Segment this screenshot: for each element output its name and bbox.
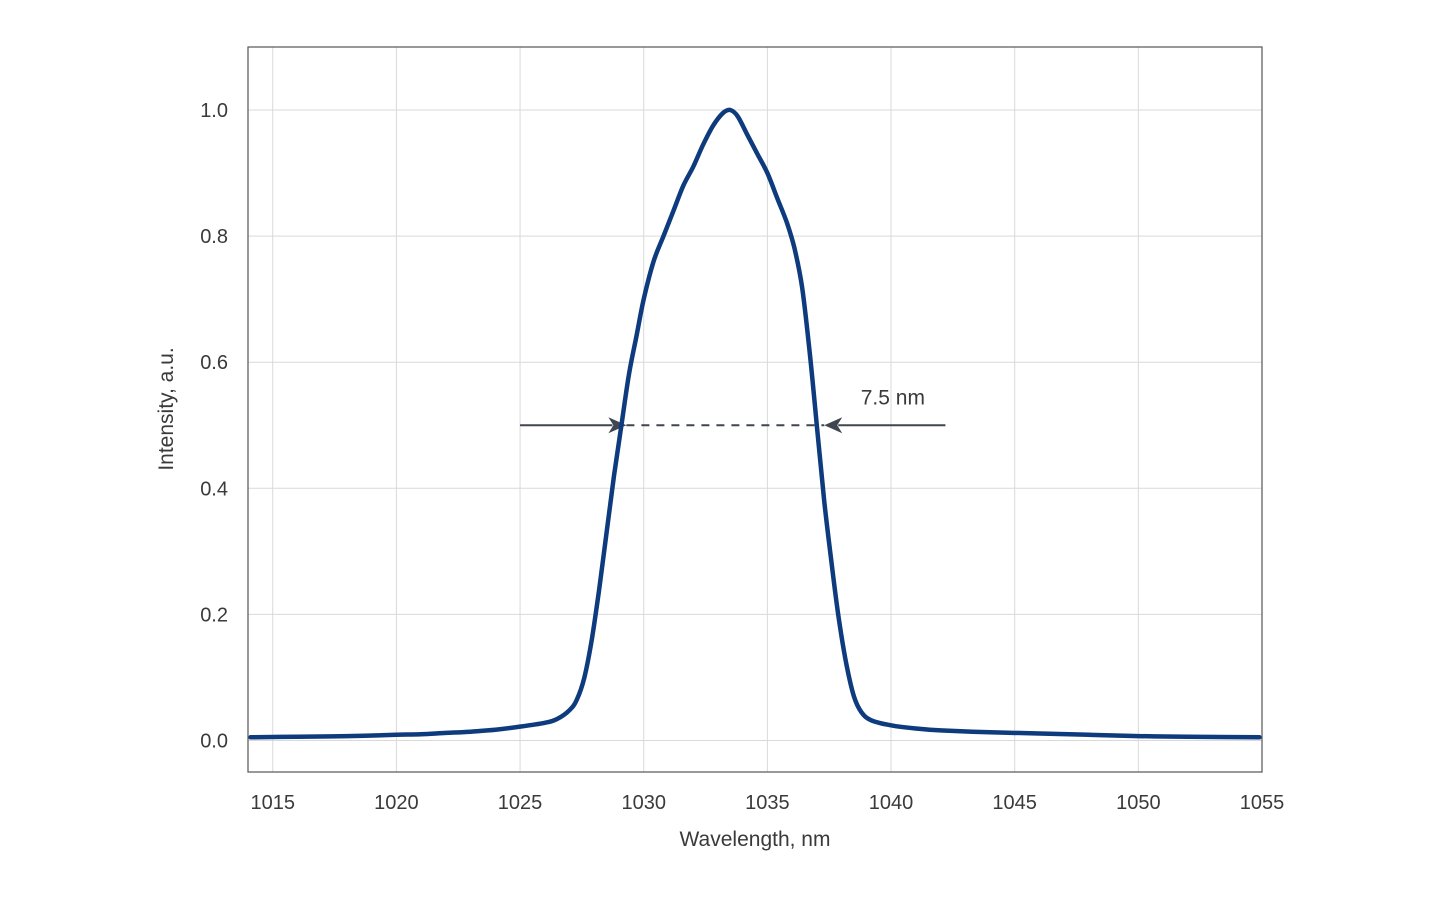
x-tick-label: 1055 xyxy=(1240,792,1285,814)
y-tick-label: 1.0 xyxy=(200,100,228,122)
y-tick-label: 0.2 xyxy=(200,604,228,626)
data-point xyxy=(590,638,593,641)
data-point xyxy=(444,731,447,734)
data-point xyxy=(519,725,522,728)
data-point xyxy=(568,709,571,712)
data-point xyxy=(712,124,715,127)
data-point xyxy=(870,719,873,722)
fwhm-arrow-right-head xyxy=(824,417,843,434)
y-tick-label: 0.0 xyxy=(200,730,228,752)
data-point xyxy=(1038,732,1041,735)
fwhm-label: 7.5 nm xyxy=(861,386,925,409)
data-point xyxy=(420,733,423,736)
data-point xyxy=(620,424,623,427)
data-point xyxy=(296,735,299,738)
data-point xyxy=(721,112,724,115)
data-point xyxy=(808,348,811,351)
data-point xyxy=(823,499,826,502)
data-point xyxy=(939,729,942,732)
data-point xyxy=(786,222,789,225)
x-tick-label: 1025 xyxy=(498,792,543,814)
data-point xyxy=(598,588,601,591)
data-point xyxy=(860,711,863,714)
y-tick-label: 0.8 xyxy=(200,226,228,248)
data-point xyxy=(575,698,578,701)
data-point xyxy=(830,563,833,566)
x-tick-label: 1020 xyxy=(374,792,419,814)
data-point xyxy=(890,724,893,727)
data-point xyxy=(395,733,398,736)
data-point xyxy=(662,235,665,238)
y-tick-label: 0.4 xyxy=(200,478,228,500)
data-point xyxy=(852,695,855,698)
data-point xyxy=(756,153,759,156)
x-tick-label: 1045 xyxy=(992,792,1037,814)
series-group xyxy=(248,107,1262,740)
data-point xyxy=(989,731,992,734)
data-point xyxy=(605,531,608,534)
data-point xyxy=(543,721,546,724)
data-point xyxy=(1258,736,1261,739)
data-point xyxy=(672,209,675,212)
data-point xyxy=(702,143,705,146)
x-tick-label: 1035 xyxy=(745,792,790,814)
x-tick-labels: 1015 1020 1025 1030 1035 1040 1045 1050 1055 xyxy=(250,792,1284,814)
series-line xyxy=(248,107,1262,740)
data-point xyxy=(746,134,749,137)
x-tick-label: 1040 xyxy=(869,792,914,814)
fwhm-arrow-left-head xyxy=(608,417,627,434)
x-axis-title: Wavelength, nm xyxy=(680,828,831,851)
data-point xyxy=(1087,733,1090,736)
x-tick-label: 1015 xyxy=(250,792,295,814)
data-point xyxy=(736,115,739,118)
data-point xyxy=(793,247,796,250)
data-point xyxy=(766,172,769,175)
data-point xyxy=(682,184,685,187)
data-point xyxy=(345,735,348,738)
data-point xyxy=(583,676,586,679)
data-point xyxy=(494,728,497,731)
data-point xyxy=(627,373,630,376)
data-point xyxy=(635,336,638,339)
data-point xyxy=(845,663,848,666)
data-point xyxy=(1186,735,1189,738)
y-tick-label: 0.6 xyxy=(200,352,228,374)
data-point xyxy=(729,109,732,112)
data-point xyxy=(692,165,695,168)
data-point xyxy=(776,197,779,200)
y-tick-labels: 0.0 0.2 0.4 0.6 0.8 1.0 xyxy=(200,100,228,752)
data-point xyxy=(815,424,818,427)
data-point xyxy=(1137,735,1140,738)
data-point xyxy=(838,619,841,622)
data-point xyxy=(249,736,252,739)
data-point xyxy=(613,474,616,477)
data-point xyxy=(914,727,917,730)
data-point xyxy=(642,298,645,301)
plot-frame xyxy=(247,46,1263,773)
x-tick-label: 1050 xyxy=(1116,792,1161,814)
data-point xyxy=(556,718,559,721)
data-point xyxy=(801,285,804,288)
gridlines xyxy=(248,47,1263,772)
x-tick-label: 1030 xyxy=(621,792,666,814)
data-point xyxy=(469,730,472,733)
data-point xyxy=(652,260,655,263)
y-axis-title: Intensity, a.u. xyxy=(155,347,178,470)
fwhm-annotation: 7.5 nm xyxy=(520,386,946,434)
plot-background xyxy=(248,47,1262,772)
